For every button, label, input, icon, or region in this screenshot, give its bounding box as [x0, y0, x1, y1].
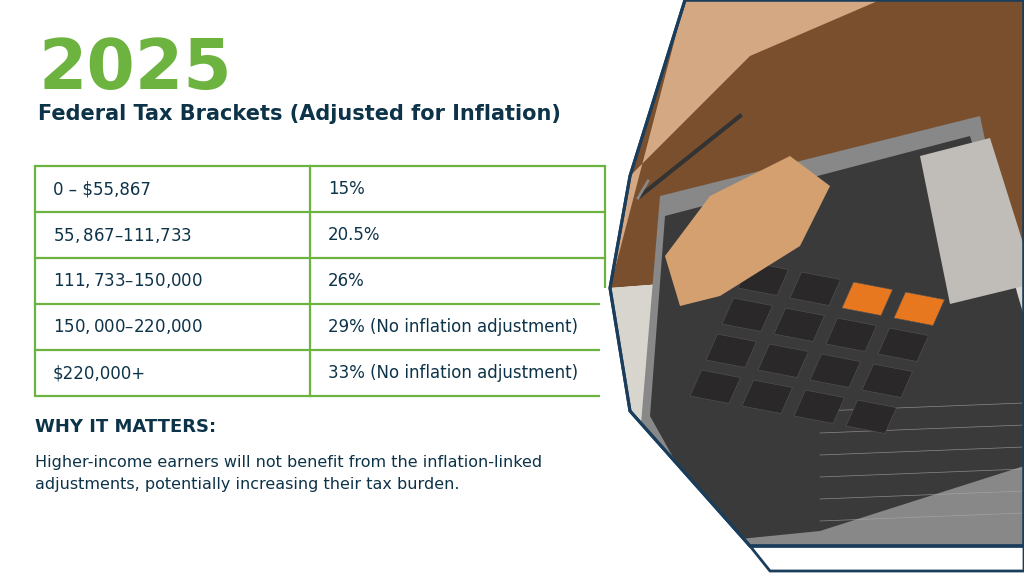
- Polygon shape: [842, 282, 893, 316]
- FancyBboxPatch shape: [35, 166, 605, 396]
- Text: 15%: 15%: [328, 180, 365, 198]
- Polygon shape: [790, 272, 841, 305]
- Polygon shape: [794, 390, 845, 423]
- Polygon shape: [878, 328, 929, 362]
- Polygon shape: [862, 364, 912, 397]
- Text: $220,000+: $220,000+: [53, 364, 146, 382]
- Polygon shape: [722, 298, 772, 332]
- Text: 0 – $55,867: 0 – $55,867: [53, 180, 151, 198]
- Text: 26%: 26%: [328, 272, 365, 290]
- Polygon shape: [610, 0, 880, 288]
- Polygon shape: [894, 292, 944, 325]
- Polygon shape: [846, 400, 897, 434]
- Text: $111,733 – $150,000: $111,733 – $150,000: [53, 271, 203, 290]
- Polygon shape: [640, 116, 1024, 546]
- Polygon shape: [774, 308, 824, 342]
- Polygon shape: [690, 370, 740, 404]
- Text: $150,000 – $220,000: $150,000 – $220,000: [53, 317, 203, 336]
- Polygon shape: [742, 380, 793, 414]
- Text: $55,867 – $111,733: $55,867 – $111,733: [53, 225, 193, 244]
- Text: 29% (No inflation adjustment): 29% (No inflation adjustment): [328, 318, 578, 336]
- Polygon shape: [758, 344, 809, 377]
- Polygon shape: [610, 0, 1024, 288]
- Text: WHY IT MATTERS:: WHY IT MATTERS:: [35, 418, 216, 436]
- Text: 20.5%: 20.5%: [328, 226, 381, 244]
- Polygon shape: [920, 138, 1024, 304]
- Polygon shape: [600, 288, 750, 576]
- Polygon shape: [826, 318, 877, 351]
- Polygon shape: [600, 0, 685, 126]
- Polygon shape: [610, 256, 1024, 546]
- Text: Federal Tax Brackets (Adjusted for Inflation): Federal Tax Brackets (Adjusted for Infla…: [38, 104, 561, 124]
- Text: 33% (No inflation adjustment): 33% (No inflation adjustment): [328, 364, 579, 382]
- Text: Higher-income earners will not benefit from the inflation-linked
adjustments, po: Higher-income earners will not benefit f…: [35, 455, 542, 491]
- Polygon shape: [650, 136, 1024, 541]
- Polygon shape: [665, 156, 830, 306]
- Polygon shape: [810, 354, 860, 388]
- Polygon shape: [738, 262, 788, 295]
- Text: 2025: 2025: [38, 36, 231, 103]
- Polygon shape: [706, 334, 757, 367]
